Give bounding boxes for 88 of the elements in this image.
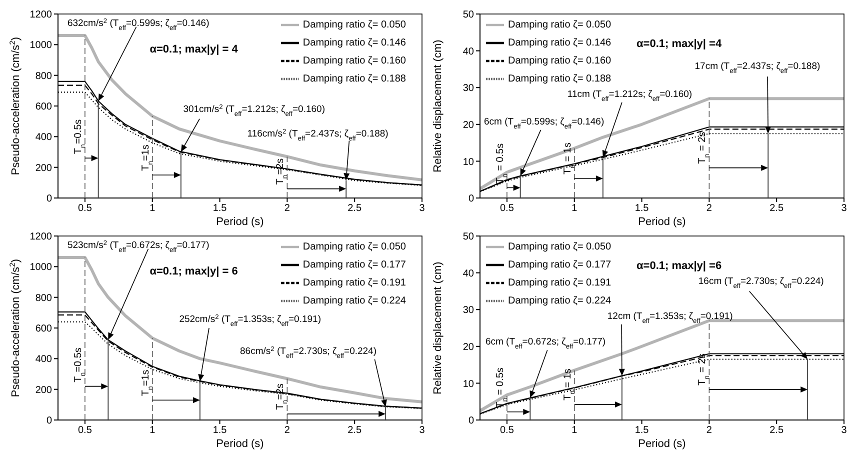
x-tick-label: 0.5 <box>500 203 514 214</box>
y-tick-label: 1000 <box>30 40 52 52</box>
x-tick-label: 3 <box>841 425 848 436</box>
legend-label: Damping ratio ζ= 0.224 <box>302 296 406 307</box>
x-tick-label: 1.5 <box>634 425 650 436</box>
y-tick-label: 600 <box>35 324 52 335</box>
y-tick-label: 30 <box>462 305 474 316</box>
legend-label: Damping ratio ζ= 0.188 <box>508 74 612 85</box>
y-tick-label: 0 <box>46 194 52 205</box>
y-tick-label: 50 <box>462 232 474 243</box>
y-tick-label: 600 <box>35 102 52 113</box>
x-tick-label: 2.5 <box>770 203 784 214</box>
annotation: 632cm/s$^{2}$ (T$_{eff}$=0.599s; ζ$_{eff}$=0.146) <box>67 17 210 32</box>
x-tick-label: 0.5 <box>78 425 92 436</box>
annotation: α=0.1; max|y| = 6 <box>150 266 238 278</box>
x-tick-label: 2.5 <box>348 203 362 214</box>
annotation: 12cm (T$_{eff}$=1.353s; ζ$_{eff}$=0.191) <box>607 310 733 324</box>
legend-label: Damping ratio ζ= 0.160 <box>302 56 406 67</box>
y-tick-label: 200 <box>35 384 52 396</box>
y-tick-label: 1200 <box>30 10 52 21</box>
annotation: 86cm/s$^{2}$ (T$_{eff}$=2.730s; ζ$_{eff}$=0.224) <box>240 346 377 360</box>
x-tick-label: 2.5 <box>348 425 362 436</box>
y-tick-label: 1200 <box>30 232 52 243</box>
x-tick-label: 3 <box>419 203 426 214</box>
legend-label: Damping ratio ζ= 0.050 <box>508 20 612 31</box>
y-tick-label: 20 <box>462 120 474 131</box>
x-tick-label: 2 <box>284 425 290 436</box>
annotation: 17cm (T$_{eff}$=2.437s; ζ$_{eff}$=0.188) <box>694 61 820 75</box>
y-tick-label: 800 <box>35 292 52 304</box>
y-tick-label: 10 <box>462 156 474 168</box>
legend-label: Damping ratio ζ= 0.146 <box>302 38 406 49</box>
x-tick-label: 2 <box>706 203 712 214</box>
y-tick-label: 10 <box>462 378 474 390</box>
y-tick-label: 40 <box>462 46 474 58</box>
x-axis-title: Period (s) <box>216 438 264 450</box>
y-tick-label: 0 <box>468 416 474 427</box>
x-tick-label: 3 <box>841 203 848 214</box>
legend-label: Damping ratio ζ= 0.050 <box>302 20 406 31</box>
legend-label: Damping ratio ζ= 0.177 <box>302 260 406 271</box>
y-tick-label: 0 <box>468 194 474 205</box>
x-tick-label: 0.5 <box>78 203 92 214</box>
annotation: 116cm/s$^{2}$ (T$_{eff}$=2.437s; ζ$_{eff}$=0.188) <box>247 128 388 142</box>
legend-label: Damping ratio ζ= 0.177 <box>508 260 612 271</box>
y-tick-label: 0 <box>46 416 52 427</box>
x-axis-title: Period (s) <box>638 216 686 228</box>
y-tick-label: 40 <box>462 268 474 280</box>
legend-label: Damping ratio ζ= 0.050 <box>302 242 406 253</box>
x-tick-label: 1 <box>572 203 578 214</box>
y-axis-title: Relative displacement (cm) <box>432 40 444 172</box>
annotation: 6cm (T$_{eff}$=0.599s; ζ$_{eff}$=0.146) <box>484 116 604 130</box>
x-tick-label: 1 <box>572 425 578 436</box>
y-tick-label: 400 <box>35 132 52 144</box>
annotation: α=0.1; max|y| =4 <box>636 38 722 50</box>
annotation: 252cm/s$^{2}$ (T$_{eff}$=1.353s; ζ$_{eff}$=0.191) <box>179 313 322 328</box>
y-tick-label: 400 <box>35 354 52 366</box>
x-tick-label: 2 <box>284 203 290 214</box>
x-tick-label: 2.5 <box>770 425 784 436</box>
y-axis-title: Relative displacement (cm) <box>432 262 444 394</box>
x-tick-label: 1.5 <box>212 203 228 214</box>
legend-label: Damping ratio ζ= 0.191 <box>508 278 612 289</box>
x-tick-label: 1 <box>150 425 156 436</box>
annotation: 6cm (T$_{eff}$=0.672s; ζ$_{eff}$=0.177) <box>485 336 606 350</box>
y-tick-label: 20 <box>462 342 474 353</box>
annotation: 16cm (T$_{eff}$=2.730s; ζ$_{eff}$=0.224) <box>698 276 824 290</box>
annotation: 11cm (T$_{eff}$=1.212s; ζ$_{eff}$=0.160) <box>567 88 692 102</box>
annotation: 523cm/s$^{2}$ (T$_{eff}$=0.672s; ζ$_{eff}$=0.177) <box>67 239 210 254</box>
y-tick-label: 50 <box>462 10 474 21</box>
x-tick-label: 0.5 <box>500 425 514 436</box>
x-tick-label: 1.5 <box>634 203 650 214</box>
x-axis-title: Period (s) <box>216 216 264 228</box>
legend-label: Damping ratio ζ= 0.146 <box>508 38 612 49</box>
x-axis-title: Period (s) <box>638 438 686 450</box>
x-tick-label: 2 <box>706 425 712 436</box>
legend-label: Damping ratio ζ= 0.224 <box>508 296 612 307</box>
x-tick-label: 1 <box>150 203 156 214</box>
y-tick-label: 1000 <box>30 262 52 274</box>
legend-label: Damping ratio ζ= 0.191 <box>302 278 406 289</box>
annotation: α=0.1; max|y| =6 <box>636 260 722 272</box>
y-tick-label: 30 <box>462 83 474 94</box>
annotation: 301cm/s$^{2}$ (T$_{eff}$=1.212s; ζ$_{eff}$=0.160) <box>183 104 326 118</box>
x-tick-label: 3 <box>419 425 426 436</box>
x-tick-label: 1.5 <box>212 425 228 436</box>
legend-label: Damping ratio ζ= 0.160 <box>508 56 612 67</box>
y-tick-label: 800 <box>35 70 52 82</box>
legend-label: Damping ratio ζ= 0.050 <box>508 242 612 253</box>
annotation: α=0.1; max|y| = 4 <box>150 44 239 56</box>
y-tick-label: 200 <box>35 162 52 174</box>
legend-label: Damping ratio ζ= 0.188 <box>302 74 406 85</box>
